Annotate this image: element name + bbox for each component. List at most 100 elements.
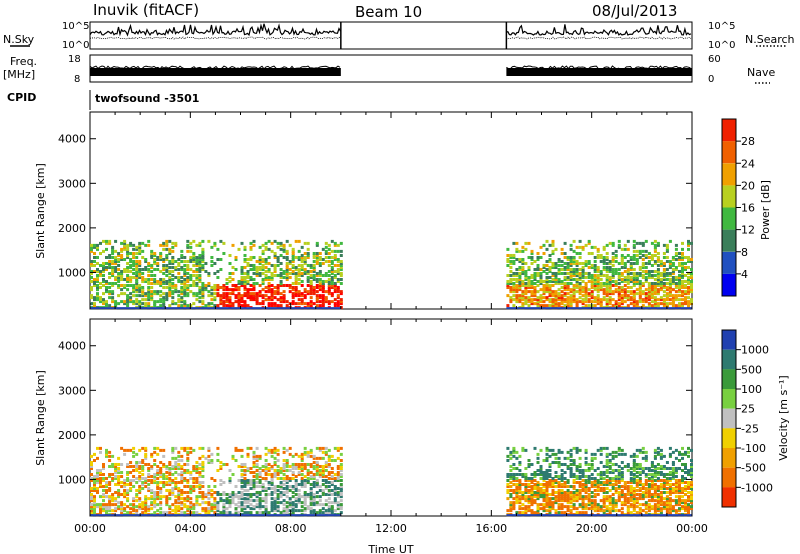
- range-gate-cell: [219, 296, 223, 300]
- range-gate-cell: [306, 452, 310, 456]
- range-gate-cell: [165, 270, 169, 273]
- range-gate-cell: [617, 288, 621, 292]
- range-gate-cell: [602, 495, 606, 499]
- range-gate-cell: [318, 456, 322, 460]
- range-gate-cell: [327, 302, 331, 306]
- range-gate-cell: [147, 290, 151, 294]
- range-gate-cell: [536, 469, 540, 472]
- range-gate-cell: [560, 302, 564, 306]
- range-gate-cell: [638, 479, 642, 482]
- range-gate-cell: [665, 296, 669, 300]
- range-gate-cell: [93, 507, 96, 511]
- range-gate-cell: [165, 467, 169, 470]
- range-gate-cell: [617, 485, 621, 488]
- range-gate-cell: [656, 450, 660, 454]
- range-gate-cell: [135, 469, 139, 472]
- range-gate-cell: [524, 473, 528, 476]
- range-gate-cell: [635, 475, 639, 478]
- range-gate-cell: [303, 499, 307, 503]
- range-gate-cell: [533, 278, 537, 281]
- range-gate-cell: [228, 304, 232, 308]
- range-gate-cell: [629, 489, 633, 492]
- range-gate-cell: [273, 463, 277, 466]
- range-gate-cell: [626, 280, 630, 283]
- range-gate-cell: [309, 489, 313, 492]
- range-gate-cell: [225, 298, 229, 302]
- range-gate-cell: [222, 286, 226, 289]
- range-gate-cell: [303, 268, 307, 271]
- range-gate-cell: [674, 511, 678, 515]
- range-gate-cell: [653, 454, 657, 458]
- range-gate-cell: [551, 243, 555, 247]
- range-gate-cell: [662, 274, 666, 277]
- range-gate-cell: [548, 292, 552, 296]
- range-gate-cell: [267, 304, 271, 308]
- range-gate-cell: [195, 511, 199, 515]
- range-gate-cell: [117, 276, 121, 279]
- range-gate-cell: [524, 270, 528, 273]
- range-gate-cell: [632, 282, 636, 285]
- range-gate-cell: [509, 473, 513, 476]
- range-gate-cell: [650, 477, 654, 480]
- range-gate-cell: [617, 448, 621, 452]
- range-gate-cell: [650, 507, 654, 511]
- range-gate-cell: [509, 456, 513, 460]
- range-gate-cell: [656, 256, 660, 259]
- range-gate-cell: [554, 461, 558, 464]
- range-gate-cell: [243, 493, 247, 496]
- range-gate-cell: [198, 456, 202, 460]
- range-gate-cell: [650, 304, 654, 308]
- range-gate-cell: [626, 507, 630, 511]
- range-gate-cell: [306, 284, 310, 287]
- range-gate-cell: [147, 469, 151, 472]
- range-gate-cell: [321, 489, 325, 492]
- range-gate-cell: [530, 258, 534, 261]
- range-gate-cell: [527, 495, 531, 499]
- range-gate-cell: [671, 276, 675, 279]
- range-gate-cell: [593, 286, 597, 289]
- range-gate-cell: [560, 489, 564, 492]
- range-gate-cell: [569, 243, 573, 247]
- range-gate-cell: [678, 288, 681, 292]
- range-gate-cell: [231, 454, 235, 458]
- range-gate-cell: [183, 286, 187, 289]
- range-gate-cell: [291, 487, 295, 490]
- range-gate-cell: [632, 503, 636, 507]
- range-gate-cell: [294, 282, 298, 285]
- range-gate-cell: [593, 304, 597, 308]
- range-gate-cell: [93, 475, 96, 478]
- range-gate-cell: [330, 477, 334, 480]
- range-gate-cell: [132, 290, 136, 294]
- range-gate-cell: [102, 266, 105, 269]
- range-gate-cell: [285, 461, 289, 464]
- range-gate-cell: [183, 505, 187, 509]
- range-gate-cell: [678, 256, 681, 259]
- range-gate-cell: [584, 292, 588, 296]
- range-gate-cell: [285, 274, 289, 277]
- range-gate-cell: [129, 298, 133, 302]
- range-gate-cell: [653, 247, 657, 251]
- range-gate-cell: [650, 505, 654, 509]
- range-gate-cell: [111, 252, 115, 255]
- range-gate-cell: [105, 448, 108, 452]
- range-gate-cell: [300, 459, 304, 462]
- range-gate-cell: [153, 282, 157, 285]
- range-gate-cell: [264, 290, 268, 294]
- range-gate-cell: [201, 292, 205, 296]
- range-gate-cell: [180, 276, 184, 279]
- range-gate-cell: [105, 300, 108, 304]
- range-gate-cell: [671, 296, 675, 300]
- range-gate-cell: [617, 245, 621, 249]
- range-gate-cell: [198, 300, 202, 304]
- range-gate-cell: [141, 446, 145, 450]
- range-gate-cell: [240, 465, 244, 468]
- range-gate-cell: [144, 503, 148, 507]
- range-gate-cell: [653, 286, 657, 289]
- range-gate-cell: [291, 272, 295, 275]
- range-gate-cell: [614, 288, 618, 292]
- range-gate-cell: [201, 485, 205, 488]
- range-gate-cell: [186, 288, 190, 292]
- range-gate-cell: [228, 276, 232, 279]
- range-gate-cell: [629, 290, 633, 294]
- range-gate-cell: [189, 477, 193, 480]
